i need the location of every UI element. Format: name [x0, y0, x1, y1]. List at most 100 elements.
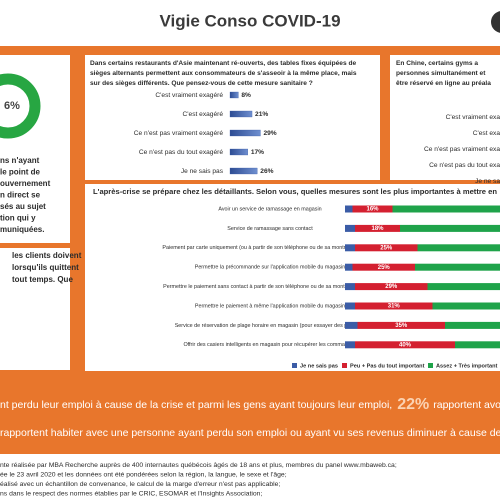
- chart-title: L'après-crise se prépare chez les détail…: [93, 187, 497, 196]
- category-label: Service de réservation de plage horaire …: [175, 323, 366, 329]
- left-text: sés au sujet: [0, 202, 46, 211]
- bar-segment: [355, 283, 428, 291]
- category-label: Permettre le paiement sans contact à par…: [163, 284, 377, 290]
- footer-text: ée le 23 avril 2020 et les données ont é…: [0, 471, 287, 478]
- value-label: 40%: [399, 342, 412, 348]
- bar-segment: [345, 283, 355, 291]
- middle-card: [85, 55, 380, 180]
- value-label: 25%: [378, 265, 391, 271]
- value-label: 26%: [260, 168, 273, 175]
- bar: [229, 167, 258, 175]
- category-label: C'est vraiment exagéré: [155, 92, 223, 99]
- donut-label: 6%: [4, 100, 20, 112]
- category-label: Paiement par carte uniquement (ou à part…: [162, 245, 377, 251]
- category-label: Je ne sais pas: [181, 168, 224, 175]
- category-label: Ce n'est pas vraiment exa: [424, 146, 500, 153]
- left-text: le point de: [0, 168, 41, 177]
- bar: [229, 129, 261, 137]
- header: [0, 0, 500, 46]
- value-label: 16%: [366, 207, 379, 213]
- left-card: [0, 55, 70, 243]
- bar-segment: [392, 205, 500, 213]
- bar-segment: [345, 321, 358, 329]
- bar-segment: [352, 205, 393, 213]
- right-text: personnes simultanément et: [396, 70, 486, 77]
- bar-segment: [345, 341, 355, 349]
- retail-card: [85, 184, 500, 371]
- bar-segment: [345, 302, 355, 310]
- bar-segment: [427, 283, 500, 291]
- highlight: nt perdu leur emploi à cause de la crise…: [0, 396, 500, 413]
- left-text: ouvernement: [0, 179, 51, 188]
- category-label: Ce n'est pas du tout exa: [429, 162, 500, 169]
- bar-segment: [455, 341, 500, 349]
- category-label: Permettre la précommande sur l'applicati…: [195, 265, 346, 271]
- bar-segment: [432, 302, 500, 310]
- highlight: rapportent habiter avec une personne aya…: [0, 427, 500, 439]
- highlight-text: nt perdu leur emploi à cause de la crise…: [0, 399, 392, 411]
- left-text: les clients doivent: [12, 251, 82, 260]
- left-text: tion qui y: [0, 214, 36, 223]
- bar-segment: [345, 263, 353, 271]
- donut: [0, 73, 41, 139]
- bar: [229, 110, 253, 118]
- bar-segment: [345, 224, 355, 232]
- bar-segment: [355, 341, 455, 349]
- legend-swatch: [292, 363, 297, 368]
- category-label: Offrir des casiers intelligents en magas…: [183, 342, 356, 348]
- bar-segment: [355, 224, 400, 232]
- question: Dans certains restaurants d'Asie mainten…: [90, 60, 356, 67]
- footer-text: éalisé avec un échantillon de convenance…: [0, 481, 280, 488]
- bar: [229, 148, 249, 156]
- legend-swatch: [428, 363, 433, 368]
- value-label: 21%: [255, 111, 268, 118]
- left-text: muniquées.: [0, 225, 44, 234]
- bar-segment: [445, 321, 500, 329]
- bar-segment: [352, 263, 415, 271]
- value-label: 18%: [371, 226, 384, 232]
- left-text: lorsqu'ils quittent: [12, 263, 79, 272]
- value-label: 29%: [263, 130, 276, 137]
- value-label: 8%: [241, 92, 251, 99]
- question: sièges alternants permettent aux consomm…: [90, 70, 357, 77]
- legend-label: Je ne sais pas: [300, 363, 338, 369]
- logo: [491, 11, 500, 33]
- category-label: C'est exa: [473, 130, 500, 137]
- bar-segment: [357, 321, 445, 329]
- category-label: C'est exagéré: [183, 111, 224, 118]
- category-label: Je ne sa: [475, 178, 500, 185]
- category-label: Ce n'est pas vraiment exagéré: [134, 130, 224, 137]
- legend-label: Peu + Pas du tout important: [350, 363, 425, 369]
- category-label: C'est vraiment exa: [446, 114, 500, 121]
- bar-segment: [415, 263, 500, 271]
- category-label: Ce n'est pas du tout exagéré: [139, 149, 223, 156]
- footer-text: ns dans le respect des normes établies p…: [0, 490, 262, 497]
- title: Vigie Conso COVID-19: [159, 11, 340, 30]
- right-text: En Chine, certains gyms a: [396, 60, 478, 67]
- value-label: 25%: [380, 245, 393, 251]
- footer: [0, 454, 500, 500]
- footer-text: nte réalisée par MBA Recherche auprès de…: [0, 462, 397, 469]
- value-label: 17%: [251, 149, 264, 156]
- bar: [229, 91, 239, 99]
- legend-swatch: [342, 363, 347, 368]
- category-label: Service de ramassage sans contact: [227, 226, 313, 232]
- bar-segment: [400, 224, 500, 232]
- bar-segment: [345, 244, 355, 252]
- left-text: ns n'ayant: [0, 156, 40, 165]
- question: sur des sièges différents. Que pensez-vo…: [90, 80, 313, 87]
- right-card: [390, 55, 500, 180]
- highlight-figure: 22%: [397, 396, 429, 413]
- left-text: n direct se: [0, 191, 41, 200]
- value-label: 29%: [385, 284, 398, 290]
- legend-label: Assez + Très important: [436, 363, 498, 369]
- bar-segment: [417, 244, 500, 252]
- right-text: être réservé en ligne au préala: [396, 80, 491, 87]
- value-label: 31%: [388, 304, 401, 310]
- bar-segment: [345, 205, 353, 213]
- category-label: Permettre le paiement à même l'applicati…: [195, 303, 345, 309]
- left-text: tout temps. Que: [12, 275, 73, 284]
- value-label: 35%: [395, 323, 408, 329]
